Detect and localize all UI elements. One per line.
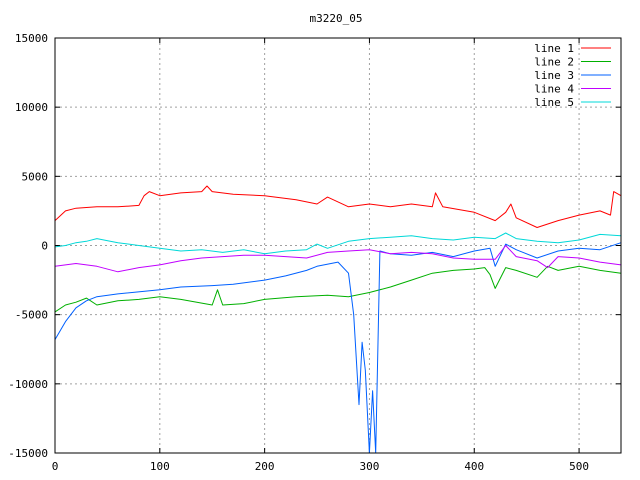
y-tick-label: -15000: [8, 447, 48, 460]
x-tick-label: 300: [360, 460, 380, 473]
series-line-5: [54, 232, 622, 255]
legend-label-1: line 1: [534, 42, 574, 55]
x-tick-label: 0: [52, 460, 59, 473]
series-line-3: [54, 242, 622, 454]
y-tick-label: -5000: [15, 309, 48, 322]
y-tick-label: 5000: [22, 170, 49, 183]
y-tick-label: 0: [41, 240, 48, 253]
series-line-2: [54, 265, 622, 313]
series-line-4: [54, 245, 622, 273]
plot-frame: [54, 37, 622, 454]
series-line-1: [54, 185, 622, 228]
legend-label-2: line 2: [534, 56, 574, 69]
x-axis-ticks: 0 100 200 300 400 500: [52, 38, 589, 473]
x-tick-label: 500: [569, 460, 589, 473]
legend-label-5: line 5: [534, 96, 574, 109]
x-tick-label: 200: [255, 460, 275, 473]
legend-label-4: line 4: [534, 83, 574, 96]
legend-label-3: line 3: [534, 69, 574, 82]
y-tick-label: 15000: [15, 32, 48, 45]
grid: [55, 38, 621, 453]
x-tick-label: 400: [464, 460, 484, 473]
series-lines: [54, 185, 622, 454]
y-tick-label: 10000: [15, 101, 48, 114]
y-axis-ticks: -15000 -10000 -5000 0 5000 10000 15000: [8, 32, 621, 460]
x-tick-label: 100: [150, 460, 170, 473]
chart-title: m3220_05: [310, 12, 363, 25]
y-tick-label: -10000: [8, 378, 48, 391]
